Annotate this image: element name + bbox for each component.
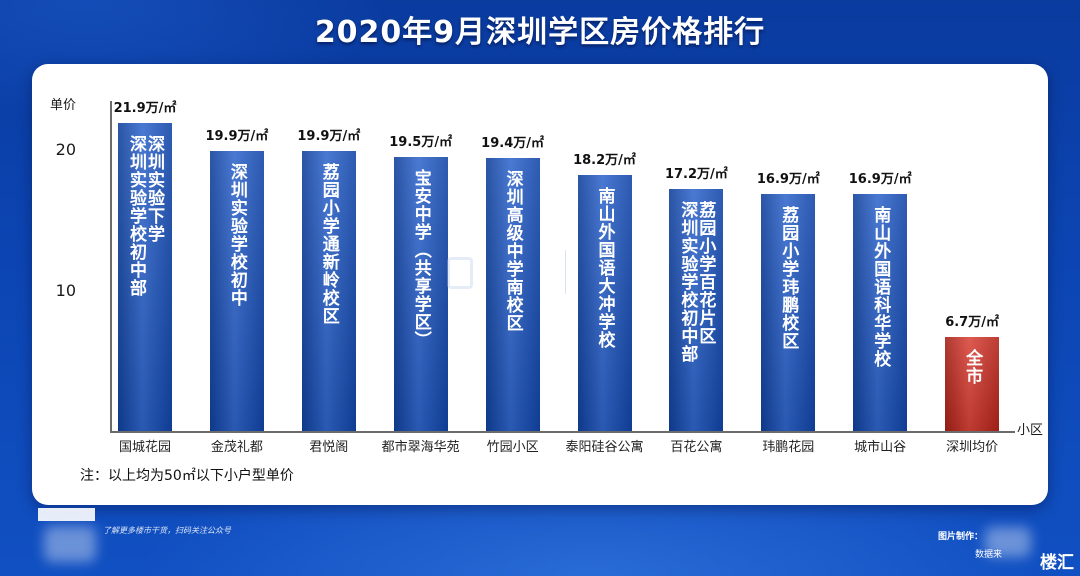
bar-value-unit: 万/㎡ (421, 135, 453, 151)
blurred-credit-area (985, 527, 1031, 557)
footer-badge (38, 508, 95, 521)
bar: 南山外国语科华学校 (853, 193, 908, 431)
bar-school-text: 荔园小学玮鹏校区 (761, 206, 815, 350)
watermark-logo-icon (447, 257, 473, 289)
bar: 宝安中学（共享学区） (393, 157, 448, 431)
footer-promo-text: 了解更多楼市干货，扫码关注公众号 (103, 526, 231, 535)
school-name: 深圳实验学校初中部 (126, 135, 146, 298)
bar: 全市 (945, 336, 1000, 431)
bar-value: 18.2 (573, 153, 606, 169)
x-tick-label: 都市翠海华苑 (381, 440, 460, 455)
bar-value-unit: 万/㎡ (697, 167, 728, 183)
bar: 深圳实验下学 深圳实验学校初中部 (118, 123, 172, 431)
bar: 南山外国语大冲学校 (577, 175, 632, 431)
school-name: 全市 (962, 348, 983, 385)
bar-value-label: 19.4万/㎡ (463, 136, 563, 152)
bar-value: 19.5 (389, 135, 422, 151)
school-name: 宝安中学（共享学区） (410, 169, 431, 350)
x-tick-label: 国城花园 (118, 440, 171, 455)
bar-value: 19.9 (205, 129, 238, 145)
bar-value-label: 21.9万/㎡ (95, 101, 195, 117)
bar-value-label: 16.9万/㎡ (830, 172, 930, 188)
bar-school-text: 荔园小学百花片区 深圳实验学校初中部 (669, 201, 723, 363)
watermark-divider (565, 250, 566, 294)
x-tick-label: 百花公寓 (670, 440, 723, 455)
bar-value-label: 19.9万/㎡ (279, 129, 379, 145)
y-tick-label: 20 (55, 140, 76, 159)
x-tick-label: 竹园小区 (486, 440, 539, 455)
x-axis-line (110, 431, 1015, 433)
x-tick-label: 泰阳硅谷公寓 (565, 440, 644, 455)
school-name: 荔园小学玮鹏校区 (778, 205, 799, 350)
bar-school-text: 深圳高级中学南校区 (486, 170, 540, 332)
bar: 荔园小学通新岭校区 (301, 151, 356, 431)
bar-value-label: 18.2万/㎡ (555, 153, 655, 169)
x-tick-label: 金茂礼都 (210, 440, 263, 455)
x-tick-label: 君悦阁 (309, 440, 349, 455)
bar-value-unit: 万/㎡ (968, 314, 999, 330)
school-name: 南山外国语科华学校 (870, 205, 891, 368)
bar: 深圳高级中学南校区 (485, 158, 540, 431)
y-axis-line (110, 100, 112, 431)
chart-footnote: 注：以上均为50㎡以下小户型单价 (80, 468, 294, 484)
bar-value: 19.9 (297, 129, 330, 145)
bar-school-text: 全市 (945, 349, 999, 385)
bar: 荔园小学百花片区 深圳实验学校初中部 (669, 189, 724, 431)
school-name: 深圳实验学校初中 (226, 163, 247, 308)
bar-value-unit: 万/㎡ (237, 129, 269, 145)
school-name: 深圳实验学校初中部 (677, 201, 698, 364)
bar: 深圳实验学校初中 (209, 151, 264, 431)
bar: 荔园小学玮鹏校区 (761, 193, 816, 431)
y-tick-label: 10 (55, 280, 76, 300)
bar-value-unit: 万/㎡ (513, 136, 544, 152)
bar-value: 16.9 (756, 171, 789, 187)
x-tick-label: 城市山谷 (854, 440, 907, 455)
chart-title: 2020年9月深圳学区房价格排行 (314, 15, 766, 50)
bar-value-unit: 万/㎡ (605, 153, 636, 169)
bar-value: 21.9 (113, 101, 146, 117)
bar-value-unit: 万/㎡ (788, 171, 820, 187)
school-name: 荔园小学百花片区 (695, 201, 716, 346)
bar-school-text: 深圳实验学校初中 (210, 163, 264, 307)
bar-value-label: 19.9万/㎡ (187, 129, 287, 145)
x-tick-label: 玮鹏花园 (762, 440, 815, 455)
bar-value-label: 19.5万/㎡ (371, 135, 471, 151)
bar-school-text: 南山外国语科华学校 (853, 206, 907, 368)
bar-school-text: 南山外国语大冲学校 (578, 187, 632, 349)
x-tick-label: 深圳均价 (946, 440, 999, 455)
bar-value-unit: 万/㎡ (145, 101, 177, 117)
bar-school-text: 宝安中学（共享学区） (394, 169, 448, 349)
school-name: 深圳实验下学 (144, 135, 164, 244)
bar-value: 6.7 (945, 314, 969, 330)
bar-school-text: 荔园小学通新岭校区 (302, 163, 356, 325)
footer-brand-logo: 楼汇 (1040, 553, 1074, 573)
footer-source-label: 数据来 (975, 550, 1003, 560)
bar-value-unit: 万/㎡ (329, 129, 361, 145)
bar-value-label: 6.7万/㎡ (922, 315, 1022, 331)
bar-value-unit: 万/㎡ (880, 171, 912, 187)
bar-value-label: 16.9万/㎡ (738, 172, 838, 188)
bar-value: 19.4 (481, 136, 514, 152)
bar-value-label: 17.2万/㎡ (646, 167, 746, 183)
school-name: 南山外国语大冲学校 (594, 187, 615, 350)
bar-value: 17.2 (664, 167, 698, 183)
bar-value: 16.9 (848, 171, 881, 187)
bar-school-text: 深圳实验下学 深圳实验学校初中部 (118, 135, 172, 297)
school-name: 荔园小学通新岭校区 (318, 163, 339, 326)
footer-credit-label: 图片制作： (938, 532, 984, 542)
blurred-qr-code (44, 526, 96, 562)
school-name: 深圳高级中学南校区 (502, 170, 523, 333)
x-axis-label: 小区 (1017, 423, 1044, 438)
y-axis-label: 单价 (50, 98, 77, 113)
